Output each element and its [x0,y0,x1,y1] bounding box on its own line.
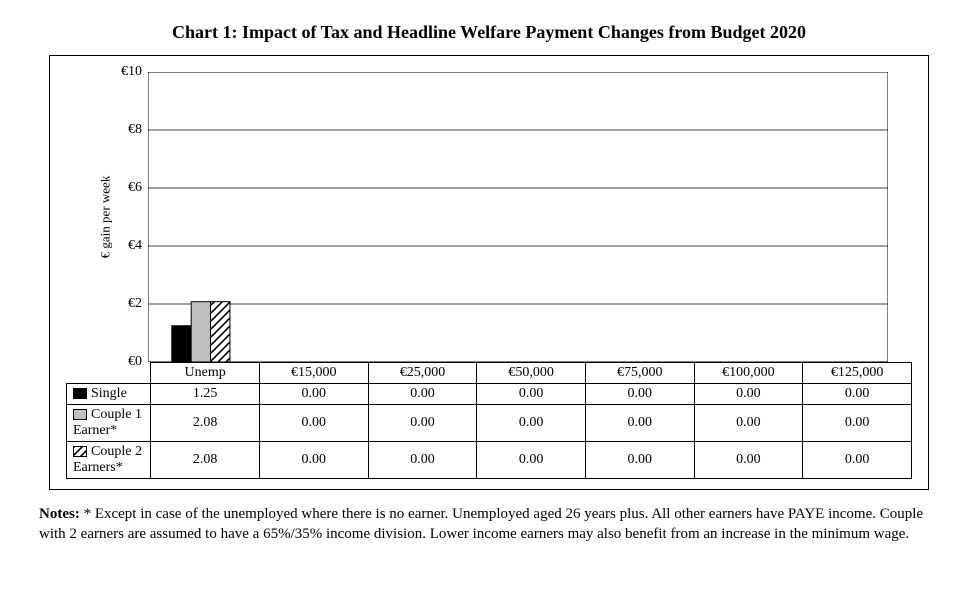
y-tick-label: €0 [128,354,142,370]
category-header: Unemp [151,363,260,384]
chart-frame: € gain per week €0€2€4€6€8€10 Unemp€15,0… [49,55,929,490]
category-header: €15,000 [259,363,368,384]
series-label: Single [67,384,151,405]
notes-text: * Except in case of the unemployed where… [39,506,923,542]
category-header: €75,000 [585,363,694,384]
data-cell: 0.00 [803,405,912,442]
data-cell: 0.00 [259,384,368,405]
bar [172,326,191,362]
category-header: €125,000 [803,363,912,384]
category-header: €50,000 [477,363,586,384]
y-tick-label: €6 [128,180,142,196]
category-header: €25,000 [368,363,477,384]
bar [191,302,210,362]
data-cell: 0.00 [368,405,477,442]
y-tick-label: €2 [128,296,142,312]
notes-label: Notes: [39,506,80,522]
data-cell: 2.08 [151,442,260,479]
y-tick-label: €4 [128,238,142,254]
data-cell: 0.00 [803,442,912,479]
data-cell: 0.00 [694,405,803,442]
data-cell: 0.00 [477,384,586,405]
data-cell: 0.00 [585,442,694,479]
y-tick-label: €8 [128,122,142,138]
series-label: Couple 2 Earners* [67,442,151,479]
data-cell: 0.00 [477,442,586,479]
bar-plot [148,72,888,362]
data-cell: 1.25 [151,384,260,405]
data-cell: 2.08 [151,405,260,442]
data-cell: 0.00 [694,384,803,405]
chart-notes: Notes: * Except in case of the unemploye… [39,504,939,545]
data-cell: 0.00 [803,384,912,405]
data-cell: 0.00 [259,442,368,479]
data-cell: 0.00 [585,384,694,405]
chart-title: Chart 1: Impact of Tax and Headline Welf… [36,22,942,43]
data-table: Unemp€15,000€25,000€50,000€75,000€100,00… [66,362,912,479]
data-cell: 0.00 [368,442,477,479]
data-cell: 0.00 [585,405,694,442]
category-header: €100,000 [694,363,803,384]
bar [211,302,230,362]
y-tick-label: €10 [121,64,142,80]
y-axis-ticks: €0€2€4€6€8€10 [90,72,148,362]
series-label: Couple 1 Earner* [67,405,151,442]
data-cell: 0.00 [259,405,368,442]
data-cell: 0.00 [368,384,477,405]
data-cell: 0.00 [477,405,586,442]
data-cell: 0.00 [694,442,803,479]
